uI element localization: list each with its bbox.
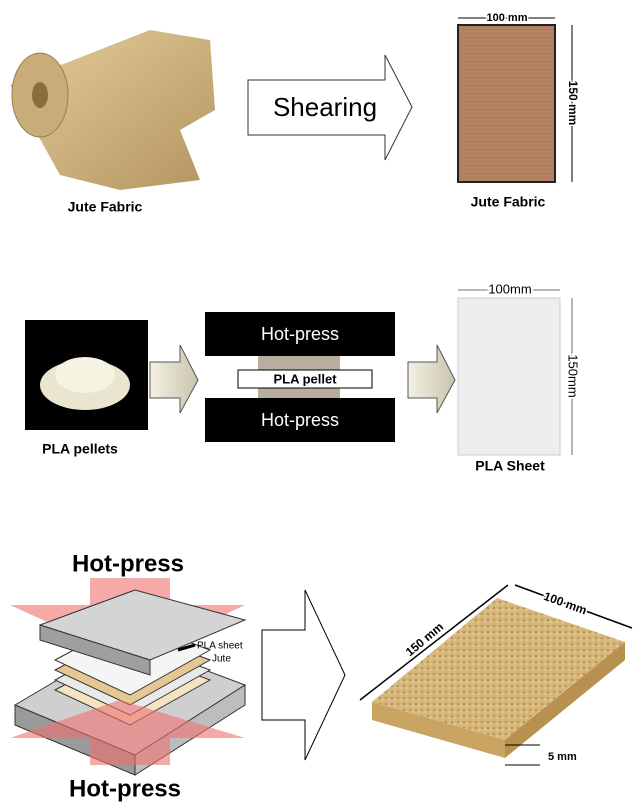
press-label: Hot-press bbox=[69, 775, 181, 802]
arrow bbox=[407, 344, 456, 414]
arrow bbox=[261, 589, 346, 761]
dimension-label: 5 mm bbox=[548, 751, 577, 763]
fabric-sheet bbox=[457, 24, 556, 183]
dimension-label: 150mm bbox=[566, 354, 581, 397]
layer-label: PLA pellet bbox=[273, 371, 337, 386]
pellets-photo bbox=[25, 320, 148, 430]
dimension-label: 100 mm bbox=[542, 589, 589, 617]
label: Jute Fabric bbox=[471, 194, 546, 210]
dimension-line bbox=[359, 584, 509, 701]
process-label: Shearing bbox=[273, 92, 377, 122]
pellet-layer bbox=[237, 369, 373, 389]
press-plate bbox=[205, 312, 395, 356]
layer-label: Jute bbox=[212, 654, 231, 665]
press-label: Hot-press bbox=[261, 410, 339, 430]
dimension-label: 100mm bbox=[488, 281, 531, 296]
press-arrow bbox=[10, 700, 245, 765]
board-side bbox=[505, 642, 625, 758]
press-label: Hot-press bbox=[72, 550, 184, 577]
dimension-label: 100 mm bbox=[487, 12, 528, 24]
label: PLA Sheet bbox=[475, 458, 545, 474]
arrow bbox=[247, 54, 413, 161]
board-side bbox=[372, 702, 505, 758]
label: PLA pellets bbox=[42, 441, 118, 457]
dimension-label: 150 mm bbox=[566, 81, 580, 126]
label: Jute Fabric bbox=[68, 199, 143, 215]
dimension-line bbox=[514, 584, 633, 629]
pla-sheet bbox=[457, 297, 561, 456]
jute-roll bbox=[10, 30, 215, 190]
arrow bbox=[149, 344, 199, 414]
layer-label: PLA sheet bbox=[197, 641, 243, 652]
press-plate bbox=[205, 398, 395, 442]
pointer bbox=[177, 643, 196, 652]
board-top bbox=[372, 598, 625, 740]
press-label: Hot-press bbox=[261, 324, 339, 344]
